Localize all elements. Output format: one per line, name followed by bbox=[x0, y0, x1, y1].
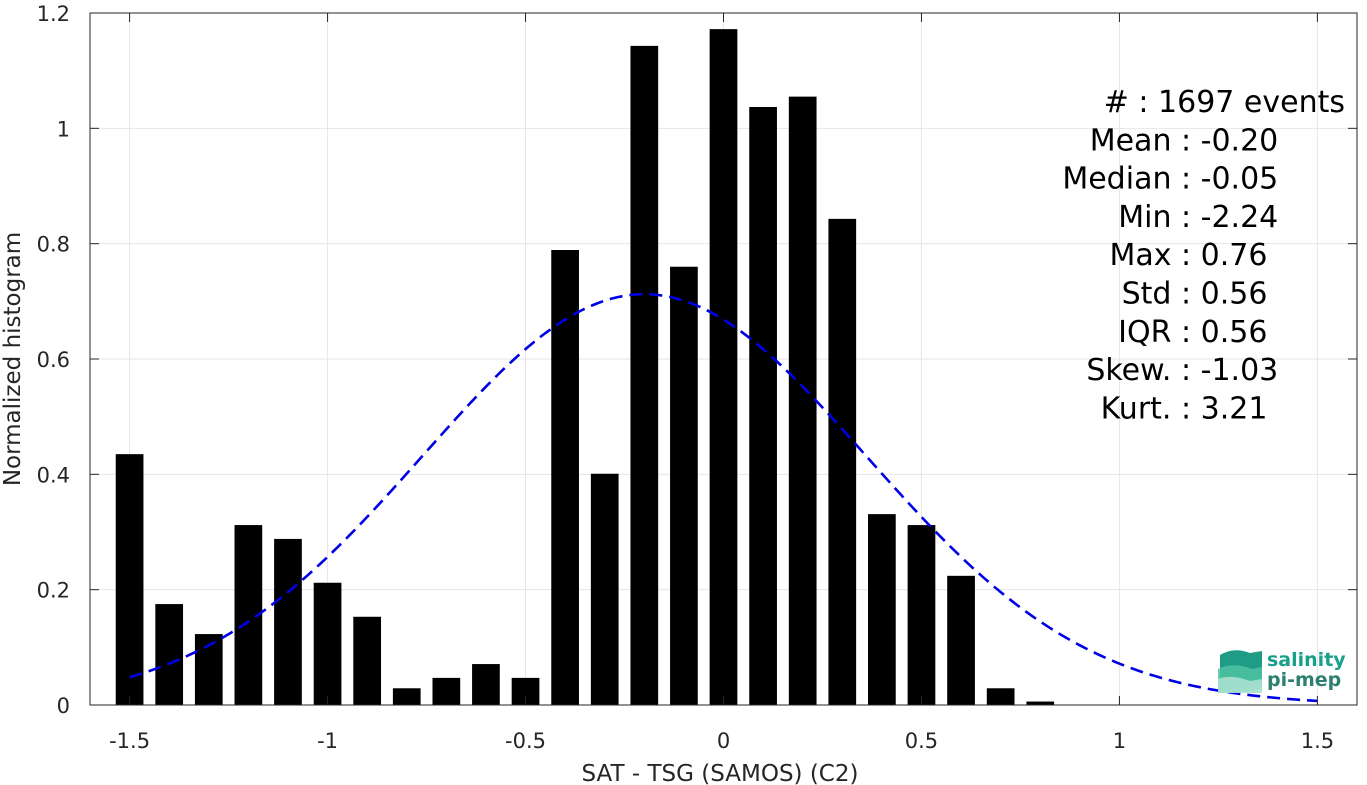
y-tick-label: 0.8 bbox=[37, 233, 70, 257]
histogram-bar-14 bbox=[670, 266, 698, 705]
y-tick-label: 0.2 bbox=[37, 579, 70, 603]
histogram-bar-22 bbox=[986, 688, 1015, 705]
axis-ticks bbox=[90, 12, 1357, 706]
histogram-bar-8 bbox=[432, 677, 461, 705]
histogram-bar-1 bbox=[155, 604, 184, 705]
y-tick-label: 0.6 bbox=[37, 348, 70, 372]
histogram-bar-18 bbox=[828, 218, 857, 705]
logo-line1: salinity bbox=[1267, 649, 1346, 671]
y-tick-labels: 0 0.2 0.4 0.6 0.8 1 1.2 bbox=[37, 2, 70, 718]
x-tick-label: -1.5 bbox=[109, 729, 150, 753]
stats-line: IQR : 0.56 bbox=[1118, 315, 1267, 350]
salinity-waves-icon bbox=[1218, 650, 1262, 693]
stats-line: # : 1697 events bbox=[1104, 85, 1345, 120]
x-tick-label: -0.5 bbox=[505, 729, 546, 753]
y-tick-label: 0.4 bbox=[37, 463, 70, 487]
histogram-bar-6 bbox=[353, 616, 382, 705]
histogram-bar-21 bbox=[947, 575, 975, 705]
histogram-bar-9 bbox=[472, 664, 500, 705]
stats-line: Median : -0.05 bbox=[1062, 162, 1278, 197]
y-tick-label: 1 bbox=[57, 117, 70, 141]
histogram-bars bbox=[115, 29, 1055, 706]
stats-line: Skew. : -1.03 bbox=[1086, 353, 1278, 388]
histogram-bar-5 bbox=[313, 582, 342, 705]
histogram-bar-7 bbox=[392, 688, 421, 705]
stats-line: Kurt. : 3.21 bbox=[1101, 391, 1268, 426]
gaussian-fit-curve bbox=[129, 292, 1318, 703]
histogram-bar-4 bbox=[274, 538, 302, 705]
stats-line: Min : -2.24 bbox=[1118, 200, 1278, 235]
x-tick-label: 1.5 bbox=[1301, 729, 1334, 753]
histogram-bar-15 bbox=[709, 29, 738, 705]
x-axis-label: SAT - TSG (SAMOS) (C2) bbox=[582, 761, 859, 785]
x-tick-label: 1 bbox=[1113, 729, 1126, 753]
histogram-bar-19 bbox=[868, 514, 896, 705]
histogram-bar-0 bbox=[115, 454, 144, 705]
x-tick-label: 0 bbox=[717, 729, 730, 753]
histogram-bar-12 bbox=[590, 473, 619, 705]
histogram-bar-16 bbox=[749, 106, 777, 706]
salinity-pimep-logo: salinity pi-mep bbox=[1218, 649, 1346, 693]
y-tick-label: 0 bbox=[57, 694, 70, 718]
y-tick-label: 1.2 bbox=[37, 2, 70, 26]
logo-line2: pi-mep bbox=[1267, 669, 1341, 691]
x-tick-label: 0.5 bbox=[905, 729, 938, 753]
histogram-bar-11 bbox=[551, 250, 579, 705]
stats-line: Mean : -0.20 bbox=[1090, 123, 1279, 158]
y-axis-label: Normalized histogram bbox=[0, 232, 26, 486]
histogram-bar-17 bbox=[788, 96, 817, 705]
x-tick-label: -1 bbox=[317, 729, 338, 753]
stats-line: Std : 0.56 bbox=[1122, 277, 1268, 312]
histogram-bar-13 bbox=[630, 45, 659, 706]
x-tick-labels: -1.5 -1 -0.5 0 0.5 1 1.5 bbox=[109, 729, 1334, 753]
histogram-bar-20 bbox=[907, 525, 936, 705]
histogram-bar-23 bbox=[1026, 701, 1055, 705]
stats-line: Max : 0.76 bbox=[1109, 238, 1267, 273]
